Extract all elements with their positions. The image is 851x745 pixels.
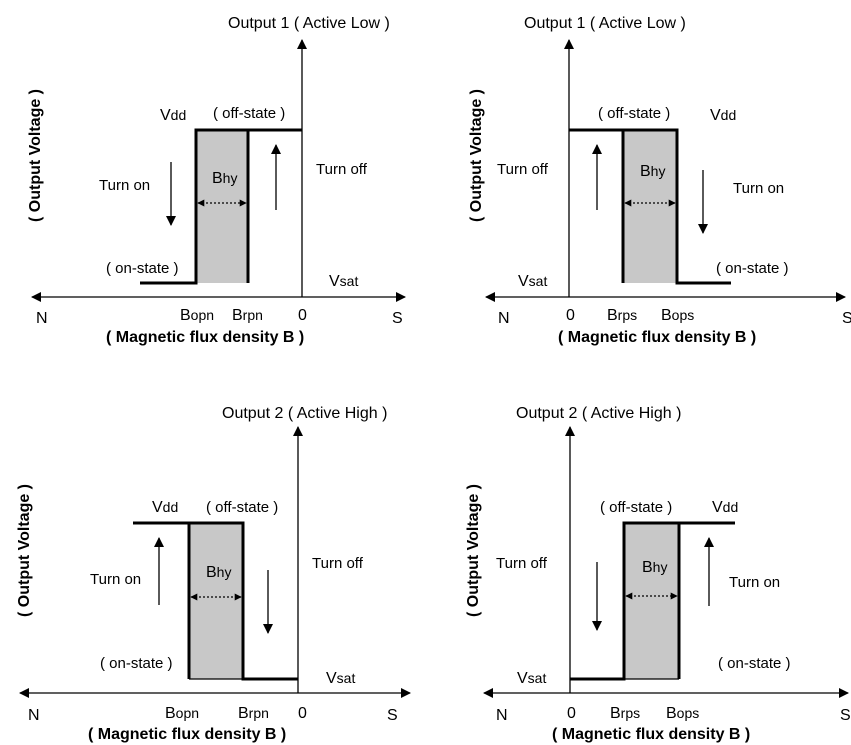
- x-axis-label: ( Magnetic flux density B ): [88, 726, 286, 743]
- diagram-output2-active-high-south: Output 2 ( Active High ) ( Output Voltag…: [465, 405, 851, 743]
- tick-brps: Brps: [607, 307, 637, 324]
- vdd-label: Vdd: [152, 499, 178, 516]
- off-state-label: ( off-state ): [600, 499, 672, 516]
- hysteresis-band: [624, 523, 679, 679]
- diagram-output2-active-high-north: Output 2 ( Active High ) ( Output Voltag…: [16, 405, 411, 743]
- diagram-output1-active-low-north: Output 1 ( Active Low ) ( Output Voltage…: [27, 15, 406, 346]
- turn-off-label: Turn off: [496, 555, 548, 572]
- vdd-label: Vdd: [160, 107, 186, 124]
- output-curve-lower: [140, 128, 250, 285]
- tick-zero: 0: [298, 307, 307, 324]
- vsat-label: Vsat: [329, 273, 358, 290]
- turn-off-label: Turn off: [316, 161, 368, 178]
- diagram-output1-active-low-south: Output 1 ( Active Low ) ( Output Voltage…: [468, 15, 851, 346]
- axis-n-label: N: [28, 707, 40, 724]
- on-state-label: ( on-state ): [106, 260, 179, 277]
- y-axis-label: ( Output Voltage ): [27, 89, 44, 222]
- diagram-title: Output 2 ( Active High ): [222, 405, 387, 422]
- axis-n-label: N: [498, 310, 510, 327]
- bhy-label: Bhy: [642, 559, 667, 576]
- off-state-label: ( off-state ): [206, 499, 278, 516]
- vsat-label: Vsat: [517, 670, 546, 687]
- axis-s-label: S: [840, 707, 851, 724]
- y-axis-label: ( Output Voltage ): [465, 484, 482, 617]
- off-state-label: ( off-state ): [213, 105, 285, 122]
- turn-on-label: Turn on: [99, 177, 150, 194]
- vsat-label: Vsat: [326, 670, 355, 687]
- y-axis-label: ( Output Voltage ): [16, 484, 33, 617]
- axis-s-label: S: [842, 310, 851, 327]
- tick-brpn: Brpn: [238, 705, 269, 722]
- y-axis-label: ( Output Voltage ): [468, 89, 485, 222]
- axis-s-label: S: [387, 707, 398, 724]
- x-axis-label: ( Magnetic flux density B ): [558, 329, 756, 346]
- tick-bopn: Bopn: [165, 705, 199, 722]
- x-axis-label: ( Magnetic flux density B ): [106, 329, 304, 346]
- axis-s-label: S: [392, 310, 403, 327]
- tick-bops: Bops: [661, 307, 694, 324]
- tick-brpn: Brpn: [232, 307, 263, 324]
- tick-zero: 0: [567, 705, 576, 722]
- output-curve-lower: [570, 521, 679, 681]
- diagram-title: Output 1 ( Active Low ): [524, 15, 686, 32]
- bhy-label: Bhy: [640, 163, 665, 180]
- x-axis-label: ( Magnetic flux density B ): [552, 726, 750, 743]
- on-state-label: ( on-state ): [718, 655, 791, 672]
- bhy-label: Bhy: [212, 170, 237, 187]
- tick-brps: Brps: [610, 705, 640, 722]
- axis-n-label: N: [496, 707, 508, 724]
- axis-n-label: N: [36, 310, 48, 327]
- vsat-label: Vsat: [518, 273, 547, 290]
- tick-bops: Bops: [666, 705, 699, 722]
- turn-off-label: Turn off: [497, 161, 549, 178]
- tick-zero: 0: [298, 705, 307, 722]
- off-state-label: ( off-state ): [598, 105, 670, 122]
- hysteresis-band: [189, 523, 243, 679]
- diagram-title: Output 2 ( Active High ): [516, 405, 681, 422]
- vdd-label: Vdd: [710, 107, 736, 124]
- on-state-label: ( on-state ): [716, 260, 789, 277]
- turn-on-label: Turn on: [90, 571, 141, 588]
- hysteresis-band: [196, 130, 248, 283]
- tick-zero: 0: [566, 307, 575, 324]
- turn-off-label: Turn off: [312, 555, 364, 572]
- bhy-label: Bhy: [206, 564, 231, 581]
- turn-on-label: Turn on: [729, 574, 780, 591]
- turn-on-label: Turn on: [733, 180, 784, 197]
- hysteresis-band: [623, 130, 677, 283]
- tick-bopn: Bopn: [180, 307, 214, 324]
- on-state-label: ( on-state ): [100, 655, 173, 672]
- vdd-label: Vdd: [712, 499, 738, 516]
- diagram-title: Output 1 ( Active Low ): [228, 15, 390, 32]
- output-curve-upper: [677, 521, 735, 679]
